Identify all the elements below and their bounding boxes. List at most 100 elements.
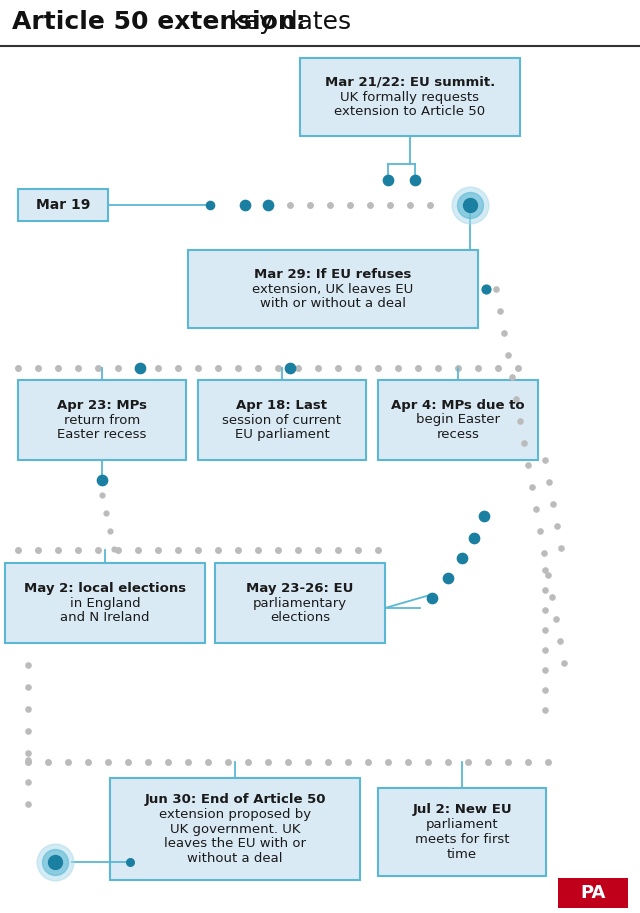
Point (373, 542, 383, 557)
Point (163, 755, 173, 770)
Point (23, 724, 33, 739)
Text: UK formally requests: UK formally requests (340, 90, 479, 103)
Point (365, 198, 375, 213)
Point (513, 361, 523, 375)
Point (531, 502, 541, 517)
Text: recess: recess (436, 428, 479, 441)
Point (483, 755, 493, 770)
Point (479, 509, 489, 523)
Point (50, 855, 60, 869)
Point (535, 524, 545, 539)
Point (233, 542, 243, 557)
Point (183, 755, 193, 770)
Point (240, 198, 250, 213)
Point (463, 755, 473, 770)
Point (499, 326, 509, 341)
Point (233, 361, 243, 375)
Point (23, 702, 33, 717)
Text: with or without a deal: with or without a deal (260, 298, 406, 310)
Point (425, 198, 435, 213)
Text: Mar 19: Mar 19 (36, 198, 90, 212)
FancyBboxPatch shape (378, 380, 538, 460)
Point (23, 755, 33, 770)
Point (263, 198, 273, 213)
Point (109, 541, 119, 556)
Text: extension proposed by: extension proposed by (159, 808, 311, 821)
Text: PA: PA (580, 884, 605, 902)
Point (73, 542, 83, 557)
Point (50, 855, 60, 869)
Text: and N Ireland: and N Ireland (60, 611, 150, 624)
Point (303, 755, 313, 770)
Point (353, 361, 363, 375)
Point (153, 361, 163, 375)
Point (263, 755, 273, 770)
Point (333, 542, 343, 557)
Point (373, 361, 383, 375)
Point (143, 755, 153, 770)
Point (325, 198, 335, 213)
Point (23, 746, 33, 761)
Text: extension, UK leaves EU: extension, UK leaves EU (252, 282, 413, 296)
FancyBboxPatch shape (18, 380, 186, 460)
Point (213, 361, 223, 375)
Text: Jun 30: End of Article 50: Jun 30: End of Article 50 (144, 793, 326, 806)
Text: Easter recess: Easter recess (58, 428, 147, 441)
Point (273, 542, 283, 557)
Text: May 2: local elections: May 2: local elections (24, 582, 186, 594)
Point (205, 198, 215, 213)
Point (555, 634, 565, 648)
Text: Article 50 extension:: Article 50 extension: (12, 10, 306, 34)
Point (465, 198, 475, 213)
Text: UK government. UK: UK government. UK (170, 823, 300, 835)
Point (43, 755, 53, 770)
Point (433, 361, 443, 375)
Text: session of current: session of current (223, 414, 342, 426)
Point (305, 198, 315, 213)
Point (203, 755, 213, 770)
Point (93, 542, 103, 557)
Point (363, 755, 373, 770)
Text: EU parliament: EU parliament (235, 428, 330, 441)
Point (23, 657, 33, 672)
Point (253, 542, 263, 557)
Point (113, 542, 123, 557)
Point (547, 590, 557, 604)
Point (539, 546, 549, 561)
Point (23, 752, 33, 767)
Point (133, 361, 143, 375)
Point (503, 348, 513, 362)
Point (83, 755, 93, 770)
Point (243, 755, 253, 770)
FancyBboxPatch shape (378, 788, 546, 876)
Point (544, 475, 554, 489)
Point (511, 392, 521, 406)
Text: return from: return from (64, 414, 140, 426)
Text: parliamentary: parliamentary (253, 596, 347, 610)
Point (23, 775, 33, 790)
Point (427, 591, 437, 605)
Text: elections: elections (270, 611, 330, 624)
Point (405, 198, 415, 213)
Text: Jul 2: New EU: Jul 2: New EU (412, 803, 512, 816)
Text: time: time (447, 847, 477, 861)
Point (507, 370, 517, 384)
Text: key dates: key dates (222, 10, 351, 34)
FancyBboxPatch shape (215, 563, 385, 643)
Point (23, 679, 33, 694)
Point (97, 473, 107, 488)
Point (443, 571, 453, 585)
Point (135, 361, 145, 375)
Point (403, 755, 413, 770)
Point (540, 683, 550, 698)
Point (125, 855, 135, 869)
Point (383, 173, 393, 187)
Text: May 23-26: EU: May 23-26: EU (246, 582, 354, 594)
Point (540, 643, 550, 657)
Text: Mar 21/22: EU summit.: Mar 21/22: EU summit. (325, 76, 495, 89)
Point (343, 755, 353, 770)
Point (13, 542, 23, 557)
Text: leaves the EU with or: leaves the EU with or (164, 837, 306, 850)
Point (53, 542, 63, 557)
Text: meets for first: meets for first (415, 833, 509, 845)
